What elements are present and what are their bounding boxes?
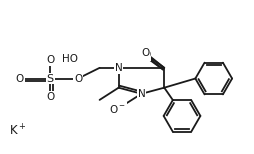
Text: O: O: [140, 48, 149, 58]
Text: O: O: [46, 92, 54, 102]
Text: HO: HO: [61, 54, 77, 64]
Text: O: O: [142, 50, 150, 60]
Text: N: N: [137, 89, 145, 99]
Text: K$^+$: K$^+$: [9, 124, 27, 139]
Text: O: O: [46, 55, 54, 65]
Text: N: N: [114, 63, 122, 73]
Text: O$^-$: O$^-$: [108, 103, 125, 115]
Text: S: S: [46, 73, 54, 83]
Text: O: O: [15, 73, 24, 83]
Text: O: O: [74, 73, 82, 83]
